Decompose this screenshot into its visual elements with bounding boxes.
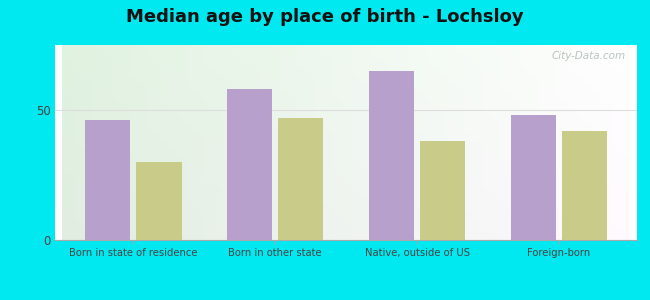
Legend: Lochsloy, Washington: Lochsloy, Washington xyxy=(233,297,459,300)
Text: City-Data.com: City-Data.com xyxy=(551,51,625,61)
Bar xyxy=(136,162,181,240)
Bar xyxy=(420,141,465,240)
Bar xyxy=(562,131,607,240)
Text: Median age by place of birth - Lochsloy: Median age by place of birth - Lochsloy xyxy=(126,8,524,26)
Bar xyxy=(227,89,272,240)
Bar xyxy=(278,118,324,240)
Bar xyxy=(511,115,556,240)
Bar xyxy=(85,120,131,240)
Bar xyxy=(369,71,414,240)
